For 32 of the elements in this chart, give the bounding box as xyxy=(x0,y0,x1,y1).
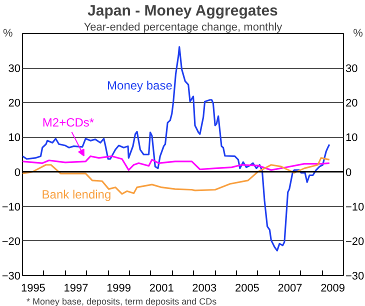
y-tick-label: −10 xyxy=(2,201,21,214)
y-tick-label: −20 xyxy=(2,236,21,248)
line-series xyxy=(22,46,330,252)
x-tick-label: 2003 xyxy=(192,282,217,294)
x-tick-label: 1995 xyxy=(20,282,46,294)
chart-title: Japan - Money Aggregates xyxy=(88,2,278,20)
x-tick-label: 1997 xyxy=(64,282,88,294)
y2-tick-label: 10 xyxy=(346,132,358,144)
x-tick-label: 2005 xyxy=(234,282,260,294)
y-tick-label: 20 xyxy=(8,98,21,110)
x-tick-label: 2001 xyxy=(149,282,174,294)
y2-tick-label: −10 xyxy=(346,201,364,214)
text: M2+CDs* xyxy=(42,116,94,130)
chart-subtitle: Year-ended percentage change, monthly xyxy=(84,22,283,34)
text: * Money base, deposits, term deposits and CDs xyxy=(26,296,218,306)
y2-tick-label: −20 xyxy=(346,236,364,248)
y-tick-label: 0 xyxy=(14,166,21,179)
x-tick-label: 2009 xyxy=(320,282,346,294)
y2-tick-label: −30 xyxy=(346,270,364,282)
y-tick-label: 10 xyxy=(8,132,21,144)
x-tick-label: 2007 xyxy=(278,282,302,294)
y2-tick-label: 30 xyxy=(346,63,358,76)
line-series xyxy=(22,155,330,171)
y2-tick-label: 0 xyxy=(346,166,352,179)
y2-tick-label: 20 xyxy=(346,98,358,110)
y2-axis-title: % xyxy=(353,28,364,40)
series-label: Money base xyxy=(107,78,173,92)
y-axis-title: % xyxy=(3,28,14,40)
x-tick-label: 1999 xyxy=(106,282,132,294)
series-label: Bank lending xyxy=(42,187,112,202)
y-tick-label: 30 xyxy=(8,63,21,76)
y-tick-label: −30 xyxy=(2,270,21,282)
